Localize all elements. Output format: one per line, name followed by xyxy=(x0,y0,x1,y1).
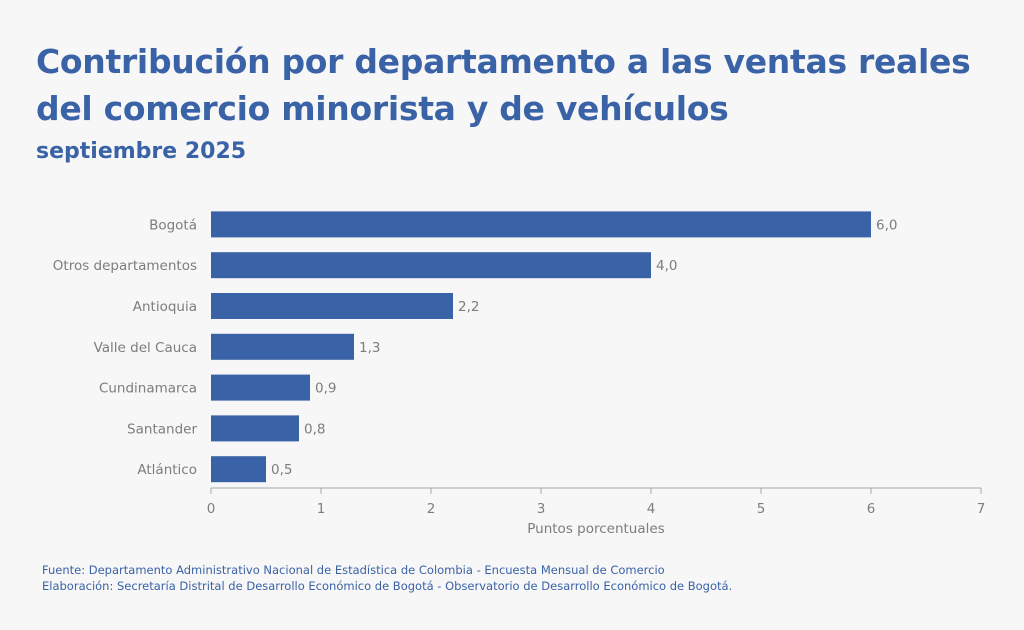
bar xyxy=(211,456,266,483)
data-label: 0,5 xyxy=(271,462,292,478)
source-note: Fuente: Departamento Administrativo Naci… xyxy=(42,563,665,577)
bar xyxy=(211,374,310,401)
data-label: 6,0 xyxy=(876,217,897,233)
category-label: Valle del Cauca xyxy=(94,340,197,356)
data-label: 1,3 xyxy=(359,340,380,356)
bar xyxy=(211,252,651,279)
data-label: 4,0 xyxy=(656,258,677,274)
category-label: Santander xyxy=(127,421,197,437)
chart-subtitle: septiembre 2025 xyxy=(36,139,247,164)
x-tick-label: 1 xyxy=(317,501,326,517)
bar xyxy=(211,415,299,442)
data-label: 0,9 xyxy=(315,381,336,397)
x-tick-label: 3 xyxy=(537,501,546,517)
x-tick-label: 7 xyxy=(977,501,986,517)
x-tick-label: 0 xyxy=(207,501,216,517)
x-tick-label: 2 xyxy=(427,501,436,517)
x-tick-label: 4 xyxy=(647,501,656,517)
bar xyxy=(211,333,354,360)
x-tick-label: 5 xyxy=(757,501,766,517)
data-label: 0,8 xyxy=(304,421,325,437)
bar-chart: Bogotá 6,0 Otros departamentos 4,0 Antioquia… xyxy=(53,211,986,537)
elaboration-note: Elaboración: Secretaría Distrital de Des… xyxy=(42,579,733,593)
data-label: 2,2 xyxy=(458,299,479,315)
x-axis-title: Puntos porcentuales xyxy=(527,521,664,537)
category-label: Antioquia xyxy=(133,299,197,315)
chart-title: Contribución por departamento a las vent… xyxy=(36,42,971,128)
bar xyxy=(211,211,871,238)
x-tick-label: 6 xyxy=(867,501,876,517)
bar xyxy=(211,293,453,319)
category-label: Atlántico xyxy=(137,462,197,478)
category-label: Bogotá xyxy=(149,217,197,233)
category-label: Otros departamentos xyxy=(53,258,197,274)
category-label: Cundinamarca xyxy=(99,381,197,397)
footer: Fuente: Departamento Administrativo Naci… xyxy=(42,562,732,594)
